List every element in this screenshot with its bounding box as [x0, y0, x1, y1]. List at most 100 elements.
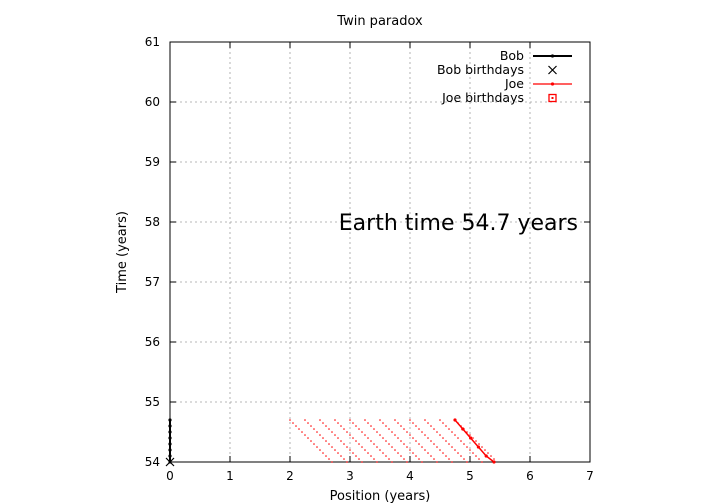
signal-dot [472, 437, 474, 439]
signal-dot [412, 422, 414, 424]
signal-dot [409, 419, 411, 421]
signal-dot [337, 452, 339, 454]
signal-dot [430, 440, 432, 442]
signal-dot [451, 446, 453, 448]
x-tick-label: 6 [526, 469, 534, 483]
signal-dot [454, 434, 456, 436]
y-tick-label: 58 [145, 215, 160, 229]
signal-dot [439, 434, 441, 436]
signal-dot [346, 431, 348, 433]
series-point [469, 436, 473, 440]
y-tick-label: 60 [145, 95, 160, 109]
signal-dot [481, 446, 483, 448]
signal-dot [295, 425, 297, 427]
signal-dot [352, 452, 354, 454]
signal-dot [454, 449, 456, 451]
signal-dot [289, 419, 291, 421]
signal-dot [307, 422, 309, 424]
signal-dot [325, 455, 327, 457]
signal-dot [427, 422, 429, 424]
signal-dot [415, 455, 417, 457]
signal-dot [340, 425, 342, 427]
signal-dot [418, 428, 420, 430]
signal-dot [364, 449, 366, 451]
data-marks [165, 418, 496, 467]
signal-dot [430, 425, 432, 427]
chart-title: Twin paradox [336, 14, 423, 29]
signal-dot [319, 419, 321, 421]
signal-dot [328, 458, 330, 460]
signal-dot [316, 446, 318, 448]
signal-dot [367, 452, 369, 454]
signal-dot [358, 428, 360, 430]
signal-dot [349, 419, 351, 421]
signal-dot [367, 422, 369, 424]
signal-dot [490, 455, 492, 457]
signal-dot [463, 443, 465, 445]
legend-square [548, 93, 557, 103]
signal-dot [376, 431, 378, 433]
signal-dot [448, 458, 450, 460]
signal-dot [463, 458, 465, 460]
signal-dot [340, 440, 342, 442]
signal-dot [382, 452, 384, 454]
signal-dot [478, 458, 480, 460]
signal-dot [385, 440, 387, 442]
x-tick-label: 5 [466, 469, 474, 483]
signal-dot [433, 443, 435, 445]
signal-dot [424, 419, 426, 421]
signal-dot [322, 437, 324, 439]
signal-dot [361, 446, 363, 448]
signal-dot [304, 419, 306, 421]
signal-dot [469, 434, 471, 436]
signal-dot [343, 428, 345, 430]
signal-dot [397, 422, 399, 424]
signal-dot [298, 428, 300, 430]
series-point [168, 454, 172, 458]
signal-dot [367, 437, 369, 439]
signal-dot [424, 434, 426, 436]
grid-lines [170, 42, 590, 462]
signal-dot [334, 434, 336, 436]
signal-dot [445, 455, 447, 457]
legend-cross [548, 65, 557, 75]
signal-dot [325, 440, 327, 442]
signal-dot [388, 428, 390, 430]
signal-dot [355, 425, 357, 427]
signal-dot [385, 425, 387, 427]
signal-dot [418, 443, 420, 445]
legend-square-dot [551, 97, 554, 99]
x-tick-label: 0 [166, 469, 174, 483]
legend-label: Joe birthdays [441, 90, 524, 105]
signal-dot [355, 440, 357, 442]
signal-dot [448, 428, 450, 430]
signal-dot [421, 461, 423, 463]
signal-dot [418, 458, 420, 460]
signal-dot [442, 437, 444, 439]
signal-dot [349, 449, 351, 451]
signal-dot [400, 440, 402, 442]
x-tick-label: 7 [586, 469, 594, 483]
signal-dot [466, 446, 468, 448]
signal-dot [334, 449, 336, 451]
signal-dot [373, 443, 375, 445]
signal-dot [310, 440, 312, 442]
signal-dot [391, 431, 393, 433]
signal-dot [328, 443, 330, 445]
y-axis-label: Time (years) [115, 211, 130, 294]
signal-dot [478, 443, 480, 445]
signal-dot [388, 458, 390, 460]
series-point [168, 442, 172, 446]
signal-dot [400, 425, 402, 427]
signal-dot [487, 452, 489, 454]
signal-dot [358, 458, 360, 460]
signal-dot [322, 422, 324, 424]
signal-dot [436, 431, 438, 433]
signal-dot [442, 452, 444, 454]
signal-dot [397, 452, 399, 454]
y-tick-label: 55 [145, 395, 160, 409]
signal-dot [343, 443, 345, 445]
signal-dot [409, 449, 411, 451]
